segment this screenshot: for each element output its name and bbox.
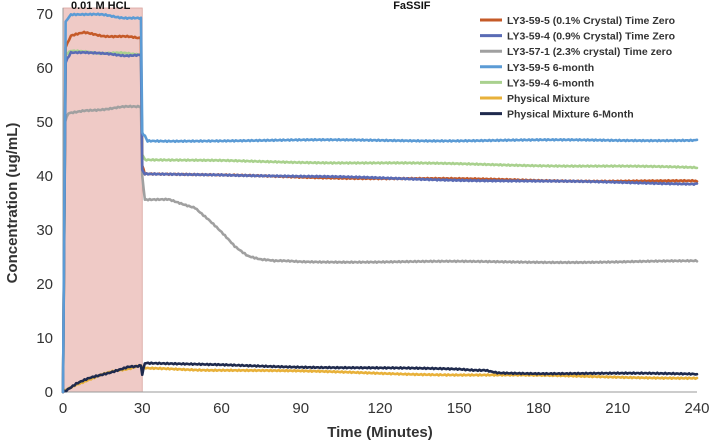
hcl-phase-region [62, 7, 143, 393]
legend-label: LY3-59-5 (0.1% Crystal) Time Zero [507, 15, 675, 27]
y-tick-label: 10 [36, 330, 53, 347]
x-tick-label: 60 [213, 400, 230, 417]
x-tick-label: 180 [526, 400, 551, 417]
x-tick-label: 150 [447, 400, 472, 417]
x-tick-label: 240 [684, 400, 709, 417]
series-line [61, 49, 699, 394]
y-tick-label: 60 [36, 60, 53, 77]
legend-label: LY3-59-4 6-month [507, 77, 594, 89]
legend-label: Physical Mixture 6-Month [507, 109, 634, 121]
series-line [61, 364, 699, 394]
text-layer: 0.01 M HCL FaSSIF Time (Minutes) Concent… [4, 0, 433, 441]
legend: LY3-59-5 (0.1% Crystal) Time Zero LY3-59-… [480, 15, 675, 121]
y-tick-label: 50 [36, 114, 53, 131]
series-line [61, 30, 699, 394]
annotation-hcl: 0.01 M HCL [71, 0, 131, 12]
legend-label: LY3-59-5 6-month [507, 62, 594, 74]
x-tick-label: 0 [59, 400, 67, 417]
legend-label: LY3-59-4 (0.9% Crystal) Time Zero [507, 31, 675, 43]
series-layer [61, 12, 699, 394]
y-tick-label: 0 [45, 384, 53, 401]
axes-layer: 0 30 60 90 120 150 180 210 240 0 10 20 30 40 50 60 70 [36, 6, 709, 417]
legend-label: Physical Mixture [507, 93, 590, 105]
x-tick-label: 90 [292, 400, 309, 417]
annotation-fassif: FaSSIF [393, 0, 431, 12]
x-tick-label: 210 [605, 400, 630, 417]
series-line [61, 50, 699, 394]
y-tick-label: 30 [36, 222, 53, 239]
x-axis-title: Time (Minutes) [327, 424, 433, 441]
series-line [61, 361, 699, 394]
series-line [61, 104, 699, 394]
series-line [61, 12, 699, 394]
x-tick-label: 30 [134, 400, 151, 417]
y-tick-label: 20 [36, 276, 53, 293]
x-tick-label: 120 [367, 400, 392, 417]
y-tick-label: 70 [36, 6, 53, 23]
y-tick-label: 40 [36, 168, 53, 185]
legend-label: LY3-57-1 (2.3% crystal) Time zero [507, 46, 672, 58]
shaded-region-layer [62, 7, 143, 393]
y-axis-title: Concentration (ug/mL) [4, 123, 21, 284]
